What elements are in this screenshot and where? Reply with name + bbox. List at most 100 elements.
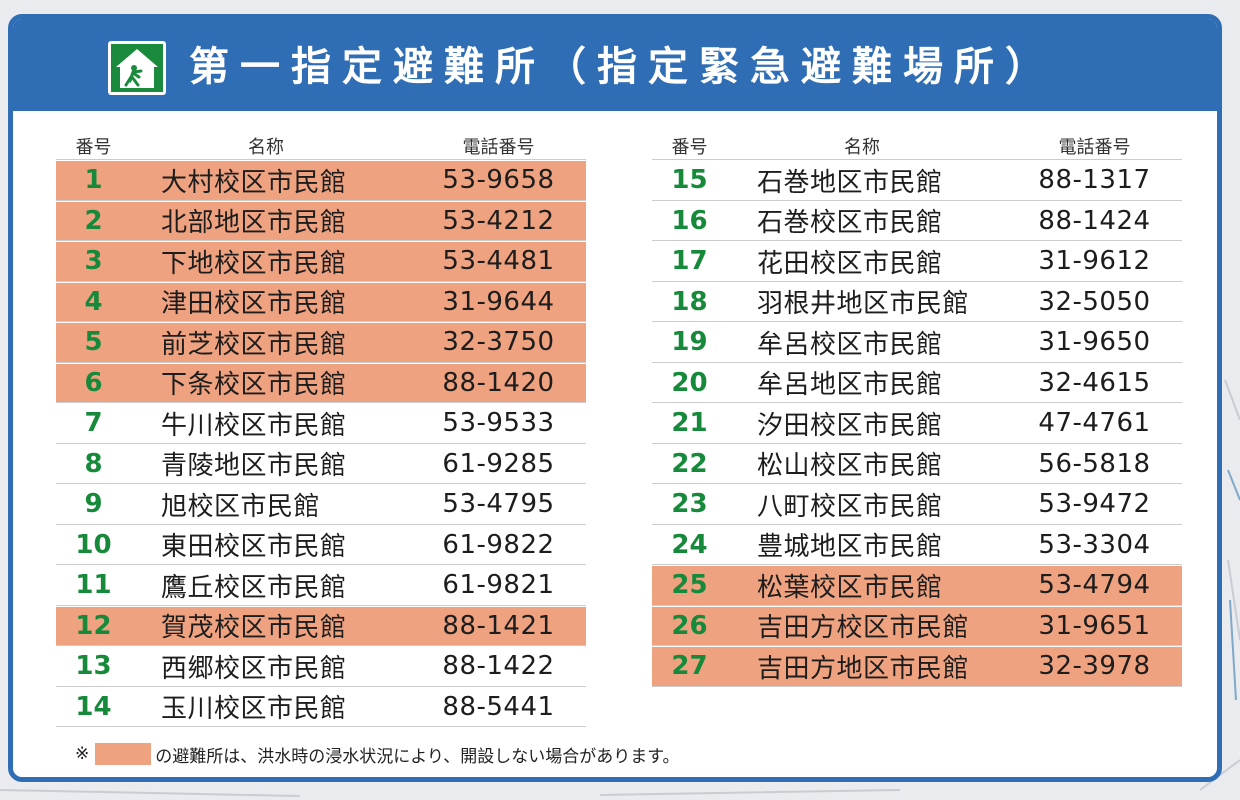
table-row: 27 吉田方地区市民館 32-3978 (652, 647, 1182, 687)
shelter-phone: 61-9821 (442, 570, 555, 601)
shelter-phone: 61-9285 (442, 448, 555, 479)
shelter-number: 25 (671, 570, 708, 601)
table-row: 4 津田校区市民館 31-9644 (56, 282, 586, 322)
table-row: 2 北部地区市民館 53-4212 (56, 201, 586, 241)
page-title: 第一指定避難所（指定緊急避難場所） (189, 44, 1056, 90)
table-body: 1 大村校区市民館 53-9658 2 北部地区市民館 53-4212 3 下地校区市民館 53… (56, 161, 586, 727)
table-row: 6 下条校区市民館 88-1420 (56, 363, 586, 403)
shelter-phone: 88-1421 (442, 610, 555, 641)
shelter-number: 11 (75, 570, 112, 601)
shelter-number: 22 (671, 448, 708, 479)
shelter-name: 賀茂校区市民館 (161, 613, 347, 644)
table-row: 25 松葉校区市民館 53-4794 (652, 566, 1182, 606)
column-phone-header: 電話番号 (1058, 136, 1131, 158)
shelter-name: 西郷校区市民館 (161, 653, 347, 684)
shelter-phone: 31-9651 (1038, 610, 1151, 641)
shelter-name: 前芝校区市民館 (161, 329, 347, 360)
shelter-number: 20 (671, 367, 708, 398)
shelter-number: 18 (671, 286, 708, 317)
shelter-phone: 88-1420 (442, 367, 555, 398)
shelter-name: 花田校区市民館 (757, 248, 943, 279)
shelter-name: 鷹丘校区市民館 (161, 572, 347, 603)
table-row: 8 青陵地区市民館 61-9285 (56, 445, 586, 484)
table-row: 7 牛川校区市民館 53-9533 (56, 404, 586, 444)
column-name-header: 名称 (844, 136, 880, 158)
shelter-name: 旭校区市民館 (161, 491, 321, 522)
table-row: 26 吉田方校区市民館 31-9651 (652, 606, 1182, 646)
shelter-name: 松葉校区市民館 (757, 572, 943, 603)
shelter-phone: 88-1424 (1038, 205, 1151, 236)
shelter-number: 15 (671, 165, 708, 196)
table-row: 22 松山校区市民館 56-5818 (652, 445, 1182, 484)
table-header: 番号 名称 電話番号 (652, 132, 1182, 160)
table-row: 24 豊城地区市民館 53-3304 (652, 526, 1182, 565)
shelter-name: 吉田方地区市民館 (757, 653, 970, 684)
shelter-name: 青陵地区市民館 (161, 451, 347, 482)
shelter-phone: 53-9658 (442, 165, 555, 196)
shelter-number: 9 (84, 489, 103, 520)
table-row: 21 汐田校区市民館 47-4761 (652, 404, 1182, 444)
shelter-name: 石巻地区市民館 (757, 167, 943, 198)
shelter-phone: 53-4212 (442, 205, 555, 236)
column-number-header: 番号 (75, 136, 112, 158)
shelter-number: 21 (671, 408, 708, 439)
table-row: 3 下地校区市民館 53-4481 (56, 242, 586, 282)
shelter-phone: 32-3750 (442, 327, 555, 358)
table-row: 14 玉川校区市民館 88-5441 (56, 688, 586, 727)
shelter-number: 7 (84, 408, 103, 439)
shelter-phone: 32-5050 (1038, 286, 1151, 317)
shelter-name: 汐田校区市民館 (757, 410, 943, 441)
shelter-phone: 53-4795 (442, 489, 555, 520)
shelter-number: 27 (671, 651, 708, 682)
shelter-phone: 53-3304 (1038, 529, 1151, 560)
table-row: 9 旭校区市民館 53-4795 (56, 485, 586, 525)
shelter-number: 14 (75, 691, 112, 722)
table-body: 15 石巻地区市民館 88-1317 16 石巻校区市民館 88-1424 17 花田校区市民… (652, 161, 1182, 687)
table-row: 18 羽根井地区市民館 32-5050 (652, 283, 1182, 322)
shelter-number: 3 (84, 246, 103, 277)
shelter-name: 下条校区市民館 (161, 370, 347, 401)
shelter-table-right: 番号 名称 電話番号 15 石巻地区市民館 88-1317 16 石巻校区市民館 88-1… (652, 132, 1182, 687)
table-row: 23 八町校区市民館 53-9472 (652, 485, 1182, 525)
shelter-number: 24 (671, 529, 708, 560)
shelter-number: 8 (84, 448, 103, 479)
shelter-number: 6 (84, 367, 103, 398)
shelter-number: 12 (75, 610, 112, 641)
shelter-name: 玉川校区市民館 (161, 694, 347, 725)
table-row: 19 牟呂校区市民館 31-9650 (652, 323, 1182, 363)
shelter-phone: 88-1317 (1038, 165, 1151, 196)
table-row: 13 西郷校区市民館 88-1422 (56, 647, 586, 687)
shelter-number: 17 (671, 246, 708, 277)
shelter-number: 5 (84, 327, 103, 358)
shelter-number: 1 (84, 165, 103, 196)
highlight-swatch (95, 743, 152, 765)
table-row: 15 石巻地区市民館 88-1317 (652, 161, 1182, 201)
shelter-phone: 31-9612 (1038, 246, 1151, 277)
shelter-name: 八町校区市民館 (757, 491, 943, 522)
shelter-phone: 56-5818 (1038, 448, 1151, 479)
shelter-name: 豊城地区市民館 (757, 532, 943, 563)
shelter-phone: 61-9822 (442, 529, 555, 560)
table-row: 1 大村校区市民館 53-9658 (56, 161, 586, 201)
table-header: 番号 名称 電話番号 (56, 132, 586, 160)
table-row: 5 前芝校区市民館 32-3750 (56, 323, 586, 363)
table-row: 11 鷹丘校区市民館 61-9821 (56, 566, 586, 606)
shelter-name: 牟呂校区市民館 (757, 329, 943, 360)
shelter-phone: 53-9533 (442, 408, 555, 439)
footnote: ※ の避難所は、洪水時の浸水状況により、開設しない場合があります。 (75, 741, 680, 767)
shelter-name: 羽根井地区市民館 (757, 289, 970, 320)
shelter-icon (108, 41, 166, 95)
shelter-list-card: 第一指定避難所（指定緊急避難場所） 番号 名称 電話番号 1 大村校区市民館 53-… (8, 14, 1222, 782)
shelter-name: 津田校区市民館 (161, 289, 347, 320)
shelter-phone: 32-3978 (1038, 651, 1151, 682)
shelter-name: 大村校区市民館 (161, 167, 347, 198)
table-row: 10 東田校区市民館 61-9822 (56, 526, 586, 565)
shelter-name: 下地校区市民館 (161, 248, 347, 279)
shelter-name: 牟呂地区市民館 (757, 370, 943, 401)
shelter-number: 10 (75, 529, 112, 560)
shelter-name: 東田校区市民館 (161, 532, 347, 563)
shelter-phone: 53-9472 (1038, 489, 1151, 520)
table-row: 20 牟呂地区市民館 32-4615 (652, 364, 1182, 403)
shelter-phone: 53-4794 (1038, 570, 1151, 601)
shelter-number: 19 (671, 327, 708, 358)
